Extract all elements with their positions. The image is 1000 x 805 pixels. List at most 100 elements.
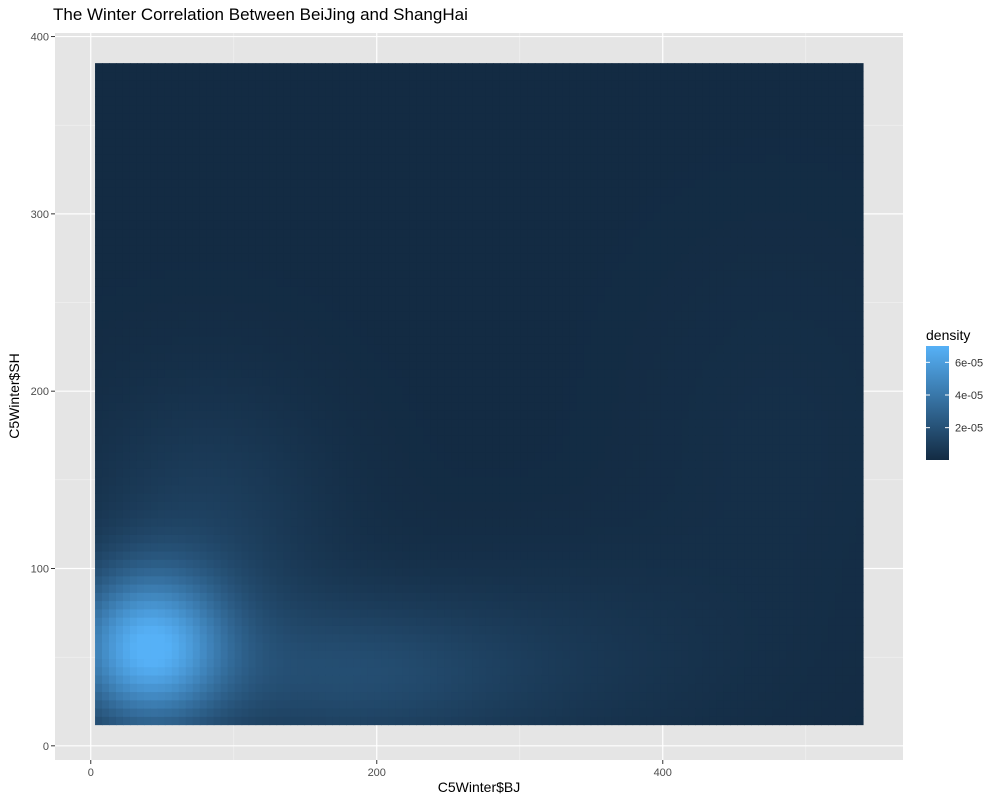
density-cell: [423, 171, 431, 180]
density-cell: [521, 162, 529, 171]
density-cell: [430, 468, 438, 477]
density-cell: [284, 410, 292, 419]
density-cell: [116, 559, 124, 568]
density-cell: [311, 369, 319, 378]
density-cell: [221, 344, 229, 353]
density-cell: [521, 402, 529, 411]
density-cell: [493, 154, 501, 163]
density-cell: [367, 559, 375, 568]
density-cell: [339, 584, 347, 593]
density-cell: [109, 601, 117, 610]
density-cell: [339, 204, 347, 213]
density-cell: [179, 609, 187, 618]
density-cell: [311, 501, 319, 510]
density-cell: [318, 460, 326, 469]
density-cell: [458, 493, 466, 502]
density-cell: [277, 625, 285, 634]
density-cell: [409, 410, 417, 419]
density-cell: [437, 700, 445, 709]
density-cell: [291, 658, 299, 667]
density-cell: [228, 518, 236, 527]
density-cell: [367, 493, 375, 502]
density-cell: [458, 220, 466, 229]
density-cell: [193, 63, 201, 72]
density-cell: [214, 501, 222, 510]
density-cell: [256, 402, 264, 411]
density-cell: [339, 716, 347, 725]
density-cell: [416, 493, 424, 502]
density-cell: [507, 80, 515, 89]
density-cell: [116, 311, 124, 320]
density-cell: [423, 71, 431, 80]
density-cell: [507, 667, 515, 676]
density-cell: [235, 377, 243, 386]
density-cell: [144, 443, 152, 452]
density-cell: [137, 121, 145, 130]
density-cell: [130, 501, 138, 510]
density-cell: [284, 361, 292, 370]
density-cell: [284, 187, 292, 196]
density-cell: [256, 220, 264, 229]
density-cell: [214, 617, 222, 626]
density-cell: [339, 435, 347, 444]
density-cell: [263, 551, 271, 560]
density-cell: [137, 427, 145, 436]
density-cell: [346, 501, 354, 510]
density-cell: [151, 295, 159, 304]
density-cell: [437, 667, 445, 676]
density-cell: [304, 270, 312, 279]
density-cell: [109, 559, 117, 568]
density-cell: [479, 71, 487, 80]
density-cell: [416, 154, 424, 163]
density-cell: [353, 104, 361, 113]
density-cell: [381, 386, 389, 395]
density-cell: [193, 212, 201, 221]
density-cell: [304, 394, 312, 403]
density-cell: [423, 634, 431, 643]
density-cell: [284, 460, 292, 469]
density-cell: [297, 708, 305, 717]
density-cell: [249, 63, 257, 72]
density-cell: [507, 113, 515, 122]
density-cell: [472, 253, 480, 262]
density-cell: [339, 96, 347, 105]
density-cell: [256, 80, 264, 89]
density-cell: [137, 162, 145, 171]
density-cell: [402, 700, 410, 709]
density-cell: [430, 270, 438, 279]
density-cell: [381, 361, 389, 370]
density-cell: [116, 394, 124, 403]
density-cell: [472, 311, 480, 320]
density-cell: [486, 369, 494, 378]
density-cell: [144, 658, 152, 667]
density-cell: [423, 319, 431, 328]
density-cell: [402, 460, 410, 469]
density-cell: [109, 419, 117, 428]
density-cell: [179, 187, 187, 196]
density-cell: [437, 650, 445, 659]
density-cell: [277, 361, 285, 370]
density-cell: [472, 80, 480, 89]
density-cell: [458, 534, 466, 543]
density-cell: [493, 501, 501, 510]
density-cell: [221, 187, 229, 196]
density-cell: [179, 584, 187, 593]
density-cell: [451, 319, 459, 328]
density-cell: [151, 402, 159, 411]
density-cell: [193, 237, 201, 246]
density-cell: [374, 195, 382, 204]
density-cell: [451, 658, 459, 667]
density-cell: [332, 311, 340, 320]
density-cell: [193, 427, 201, 436]
density-cell: [465, 286, 473, 295]
density-cell: [402, 691, 410, 700]
density-cell: [179, 113, 187, 122]
density-cell: [102, 410, 110, 419]
density-cell: [277, 129, 285, 138]
density-cell: [144, 576, 152, 585]
density-cell: [151, 617, 159, 626]
density-cell: [500, 96, 508, 105]
density-cell: [367, 386, 375, 395]
density-cell: [339, 154, 347, 163]
density-cell: [242, 477, 250, 486]
